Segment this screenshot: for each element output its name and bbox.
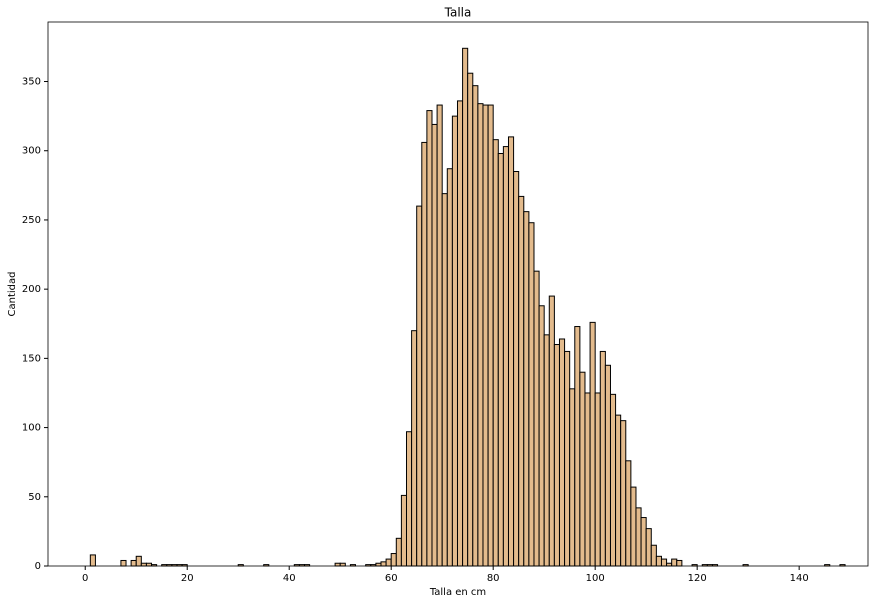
bar (650, 544, 657, 567)
bar (553, 344, 560, 567)
y-tick-label: 100 (22, 423, 41, 434)
bar (569, 388, 576, 567)
y-tick-label: 200 (22, 284, 41, 295)
bar (472, 85, 479, 567)
bar (441, 193, 448, 567)
bar (518, 195, 525, 567)
x-tick-label: 60 (385, 573, 398, 584)
x-tick-label: 20 (181, 573, 194, 584)
x-tick-label: 80 (487, 573, 500, 584)
bar (89, 554, 96, 567)
bar (558, 338, 566, 567)
bar (528, 222, 535, 567)
x-axis-label: Talla en cm (429, 587, 486, 598)
bar (140, 562, 147, 567)
bar (671, 558, 678, 567)
bar (482, 104, 489, 567)
x-tick-label: 120 (688, 573, 707, 584)
bar (676, 559, 683, 567)
x-tick-label: 140 (790, 573, 809, 584)
y-tick-label: 300 (22, 146, 41, 157)
bar (492, 139, 499, 567)
y-tick-label: 350 (22, 77, 41, 88)
bar (645, 528, 652, 567)
bar (411, 330, 418, 567)
bar (564, 350, 571, 567)
bar (604, 364, 611, 567)
bar (609, 393, 617, 567)
y-tick-label: 150 (22, 353, 41, 364)
y-axis-label: Cantidad (7, 272, 18, 317)
bar (395, 537, 402, 567)
bar (513, 170, 520, 567)
bar (538, 305, 545, 567)
bar (421, 141, 428, 567)
plot-frame (47, 21, 869, 567)
bar (615, 414, 622, 567)
bar (145, 562, 153, 567)
x-tick-label: 40 (283, 573, 296, 584)
bar (630, 486, 637, 567)
bar (620, 420, 627, 567)
bar (487, 104, 494, 567)
bar (339, 562, 346, 567)
bar (660, 558, 668, 567)
bar (584, 392, 591, 567)
y-tick-label: 0 (35, 561, 41, 572)
bar (533, 270, 540, 567)
bar (334, 562, 341, 567)
bar (120, 559, 127, 567)
bar (380, 561, 387, 567)
bar (416, 205, 423, 567)
bar (507, 136, 515, 567)
bar (635, 507, 642, 567)
chart-title: Talla (444, 6, 472, 20)
bar (574, 326, 581, 567)
bar (502, 146, 509, 567)
bar (625, 460, 632, 567)
bar (497, 153, 504, 567)
bar (589, 321, 596, 567)
bar (543, 334, 550, 567)
bar (405, 431, 413, 567)
bar (462, 47, 469, 567)
bar (467, 72, 474, 567)
bar (130, 559, 137, 567)
bar (655, 555, 662, 567)
bar (135, 555, 142, 567)
bar (523, 211, 530, 567)
bar (446, 168, 453, 567)
bar (431, 123, 438, 567)
bar (456, 100, 464, 567)
x-tick-label: 0 (82, 573, 88, 584)
bar (390, 553, 397, 567)
bar (640, 517, 647, 567)
bar (436, 104, 443, 567)
y-tick-label: 250 (22, 215, 41, 226)
bar (375, 562, 382, 567)
bar (594, 392, 601, 567)
bar (426, 110, 433, 567)
bar (451, 115, 458, 567)
y-tick-label: 50 (28, 492, 41, 503)
bar (599, 350, 606, 567)
bar (400, 494, 407, 567)
bar (477, 103, 484, 567)
bar (666, 562, 673, 567)
bar (579, 371, 586, 567)
x-tick-label: 100 (586, 573, 605, 584)
bar (548, 295, 555, 567)
bar (385, 558, 392, 567)
